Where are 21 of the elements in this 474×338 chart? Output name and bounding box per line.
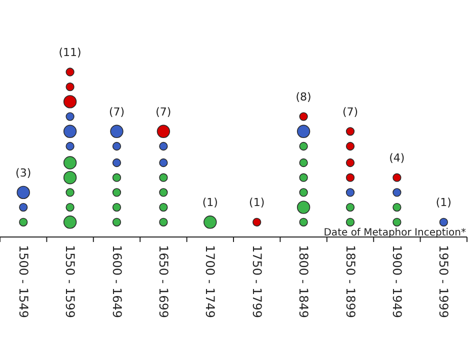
x-tick-label: 1550 - 1599 (63, 245, 78, 318)
x-axis-title: Date of Metaphor Inception* (324, 228, 466, 238)
annotation: (7) (342, 105, 358, 118)
x-tick-label: 1950 - 1999 (436, 245, 451, 318)
annotation: (1) (249, 196, 265, 210)
annotation: (7) (156, 105, 172, 118)
x-tick-label: 1750 - 1799 (250, 245, 264, 318)
x-tick-label: 1800 - 1849 (296, 245, 311, 318)
x-tick-label: 1700 - 1749 (203, 245, 218, 318)
x-tick-label: 1500 - 1549 (16, 245, 30, 318)
x-tick-label: 1650 - 1699 (156, 245, 170, 318)
annotation: (8) (296, 90, 312, 104)
annotation: (1) (436, 196, 452, 210)
annotation: (1) (202, 196, 218, 210)
x-tick-label: 1900 - 1949 (390, 245, 404, 318)
annotation: (3) (16, 166, 32, 180)
x-tick-label: 1850 - 1899 (343, 245, 358, 318)
x-tick-label: 1600 - 1649 (110, 245, 124, 318)
text: (11) (58, 46, 82, 59)
annotation: (7) (108, 105, 125, 118)
annotation: (4) (389, 152, 405, 165)
